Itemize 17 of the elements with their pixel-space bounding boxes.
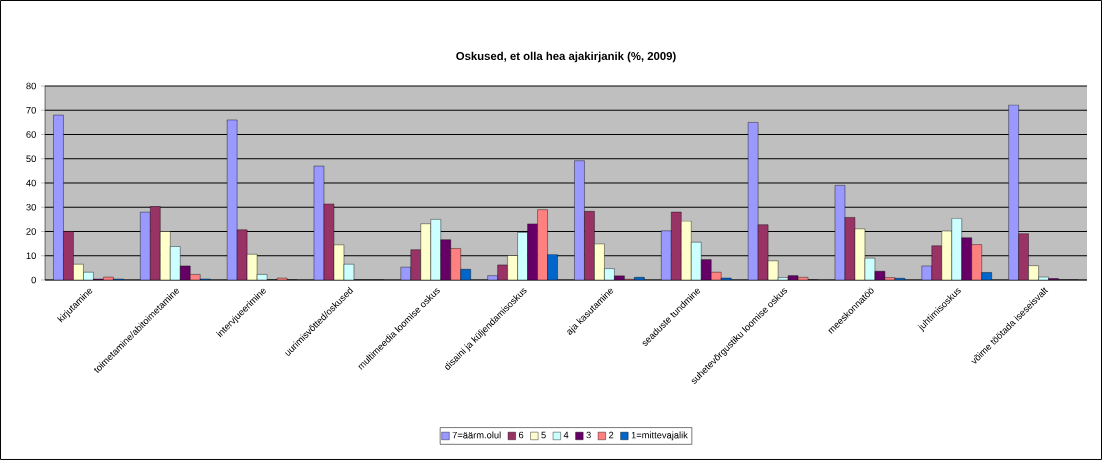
y-tick-label: 50 xyxy=(26,155,36,163)
legend-label: 1=mittevajalik xyxy=(631,431,688,441)
y-tick-label: 70 xyxy=(26,106,36,114)
y-tick-label: 60 xyxy=(26,131,36,138)
legend-label: 4 xyxy=(563,431,569,439)
y-tick-label: 0 xyxy=(31,276,36,284)
chart-title: Oskused, et olla hea ajakirjanik (%, 2009) xyxy=(456,51,676,63)
y-tick-label: 80 xyxy=(26,82,36,90)
y-tick-label: 20 xyxy=(26,228,36,235)
legend-label: 3 xyxy=(586,431,591,439)
legend-label: 7=äärm.olul xyxy=(452,431,501,439)
legend-label: 2 xyxy=(609,431,614,439)
y-tick-label: 10 xyxy=(26,252,36,260)
legend-label: 6 xyxy=(518,431,524,439)
y-tick-label: 30 xyxy=(26,203,36,211)
legend-label: 5 xyxy=(541,431,546,439)
y-tick-label: 40 xyxy=(26,179,36,187)
